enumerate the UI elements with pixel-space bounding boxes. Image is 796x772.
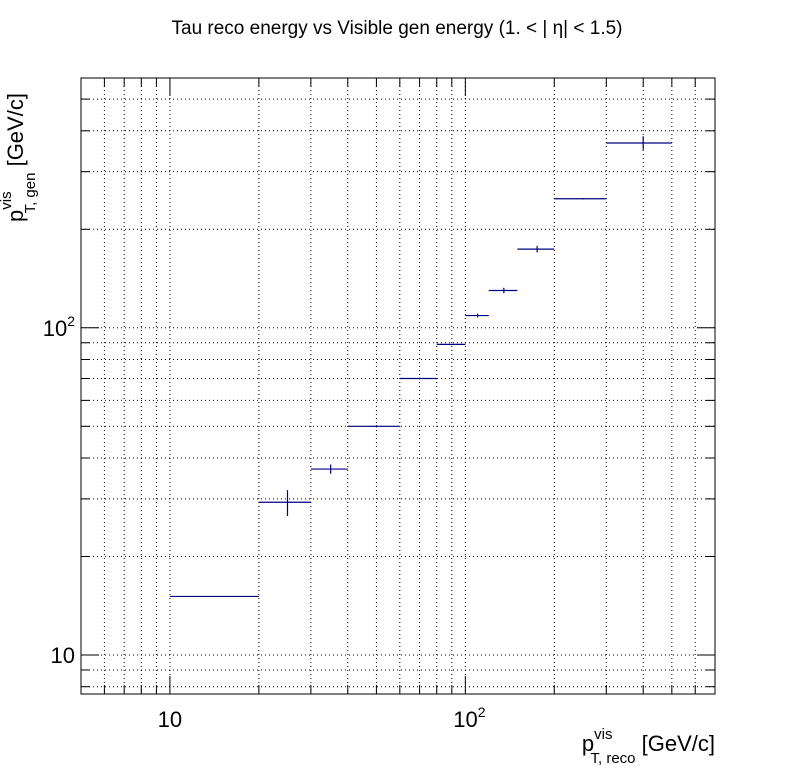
data-point	[465, 313, 489, 318]
y-tick-label: 10	[51, 643, 75, 668]
data-point	[399, 377, 437, 380]
y-tick-label: 102	[43, 313, 75, 341]
y-axis-label-sub: T, gen	[22, 173, 39, 214]
data-point	[258, 490, 311, 516]
data-layer	[169, 136, 672, 598]
x-axis-label-unit: [GeV/c]	[636, 731, 715, 756]
tick-layer	[81, 78, 715, 694]
data-point	[488, 287, 518, 294]
y-axis-label-main: p	[3, 210, 28, 222]
x-tick-labels: 10 102	[158, 704, 486, 732]
y-axis-label: pvis T, gen [GeV/c]	[0, 93, 39, 222]
x-axis-label: pvis T, reco [GeV/c]	[582, 726, 715, 767]
x-axis-label-main: p	[582, 731, 594, 756]
data-point	[606, 136, 672, 150]
data-point	[436, 343, 466, 345]
x-tick-label: 10	[158, 707, 182, 732]
data-point	[554, 198, 607, 200]
chart-title: Tau reco energy vs Visible gen energy (1…	[172, 18, 623, 39]
data-point	[347, 425, 400, 428]
x-tick-label: 102	[453, 704, 485, 732]
y-tick-labels: 10 102	[43, 313, 75, 668]
y-axis-label-unit: [GeV/c]	[3, 93, 28, 172]
data-point	[517, 245, 555, 253]
plot-frame	[80, 77, 716, 695]
y-axis-label-sup: vis	[0, 191, 15, 209]
grid-layer	[81, 78, 715, 694]
data-point	[310, 464, 348, 474]
x-axis-label-sub: T, reco	[591, 750, 636, 767]
x-axis-label-sup: vis	[594, 726, 612, 743]
